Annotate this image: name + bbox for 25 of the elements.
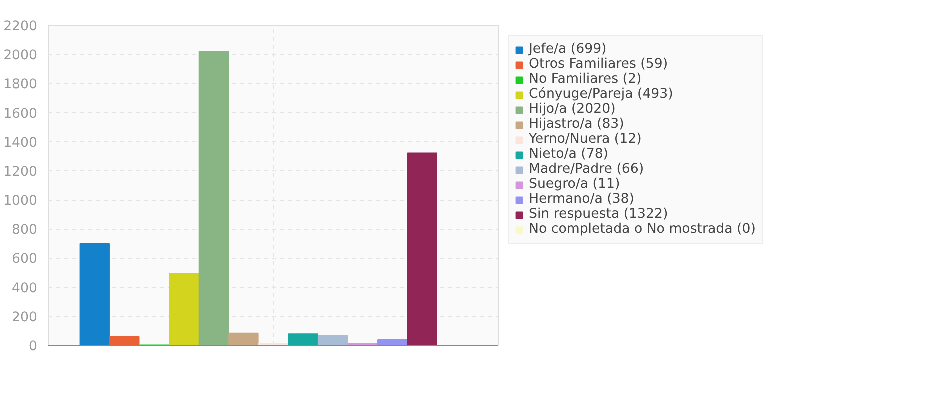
- legend-label: Otros Familiares (59): [529, 57, 668, 72]
- legend-label: Hermano/a (38): [529, 192, 634, 207]
- legend-label: Madre/Padre (66): [529, 162, 644, 177]
- legend-label: Suegro/a (11): [529, 177, 620, 192]
- legend-label: Cónyuge/Pareja (493): [529, 87, 674, 102]
- legend-label: No Familiares (2): [529, 72, 642, 87]
- y-tick-label: 2200: [4, 20, 38, 34]
- legend-label: Hijo/a (2020): [529, 102, 616, 117]
- y-tick-label: 1200: [4, 164, 38, 180]
- y-tick-label: 400: [12, 281, 38, 296]
- legend-label: Hijastro/a (83): [529, 117, 624, 132]
- y-tick-label: 2000: [4, 48, 38, 64]
- legend-label: Sin respuesta (1322): [529, 207, 668, 222]
- y-tick-label: 0: [29, 340, 38, 354]
- legend-label: Jefe/a (699): [529, 42, 607, 57]
- y-tick-label: 1800: [4, 78, 38, 93]
- legend-label: Yerno/Nuera (12): [529, 132, 642, 147]
- y-tick-label: 1600: [4, 106, 38, 122]
- legend-label: No completada o No mostrada (0): [529, 222, 756, 237]
- y-tick-label: 200: [12, 310, 38, 326]
- y-tick-label: 600: [12, 252, 38, 268]
- y-tick-label: 800: [12, 223, 38, 238]
- y-tick-label: 1400: [4, 136, 38, 151]
- y-tick-label: 1000: [4, 194, 38, 210]
- legend-label: Nieto/a (78): [529, 147, 609, 162]
